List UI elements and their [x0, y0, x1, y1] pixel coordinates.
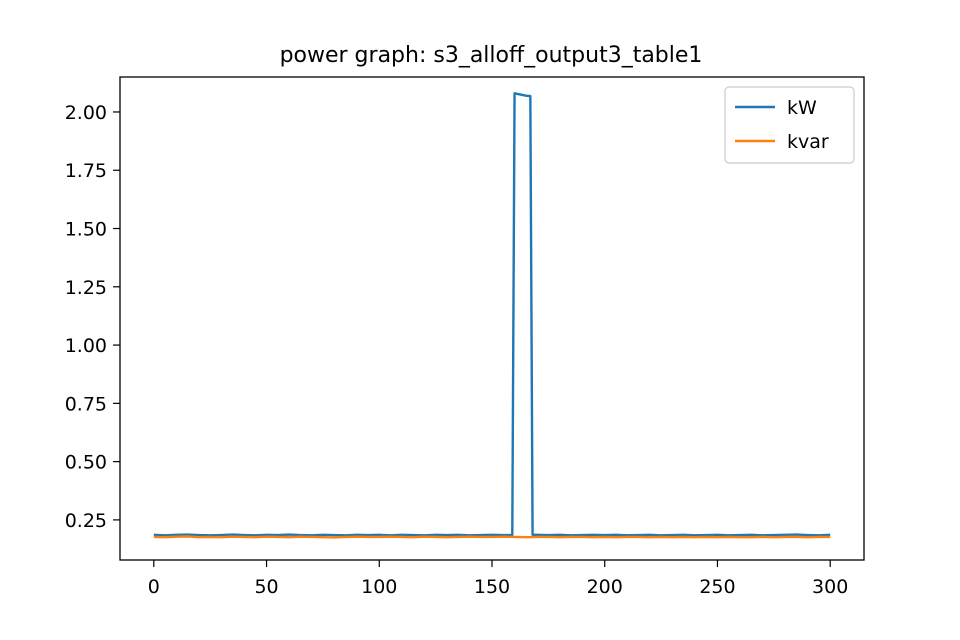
legend-label-kvar: kvar — [787, 131, 829, 153]
x-tick-label: 100 — [361, 576, 397, 598]
y-tick-label: 2.00 — [65, 102, 107, 124]
y-tick-label: 1.25 — [65, 277, 107, 299]
x-tick-label: 300 — [812, 576, 848, 598]
y-tick-label: 0.50 — [65, 452, 107, 474]
y-tick-label: 1.75 — [65, 160, 107, 182]
x-tick-label: 0 — [148, 576, 160, 598]
y-tick-label: 0.75 — [65, 393, 107, 415]
x-tick-label: 150 — [474, 576, 510, 598]
series-line-kw — [153, 92, 831, 537]
x-tick-label: 200 — [587, 576, 623, 598]
x-axis: 0 50 100 150 200 250 300 — [148, 560, 848, 598]
chart-title: power graph: s3_alloff_output3_table1 — [280, 43, 703, 68]
y-tick-label: 1.00 — [65, 335, 107, 357]
legend: kW kvar — [724, 86, 855, 164]
y-tick-label: 1.50 — [65, 219, 107, 241]
y-tick-label: 0.25 — [65, 510, 107, 532]
series-layer — [153, 92, 831, 539]
series-line-kvar — [153, 535, 831, 539]
legend-label-kw: kW — [787, 97, 817, 119]
y-axis: 0.25 0.50 0.75 1.00 1.25 1.50 1.75 2.00 — [65, 102, 120, 532]
x-tick-label: 50 — [254, 576, 278, 598]
x-tick-label: 250 — [699, 576, 735, 598]
